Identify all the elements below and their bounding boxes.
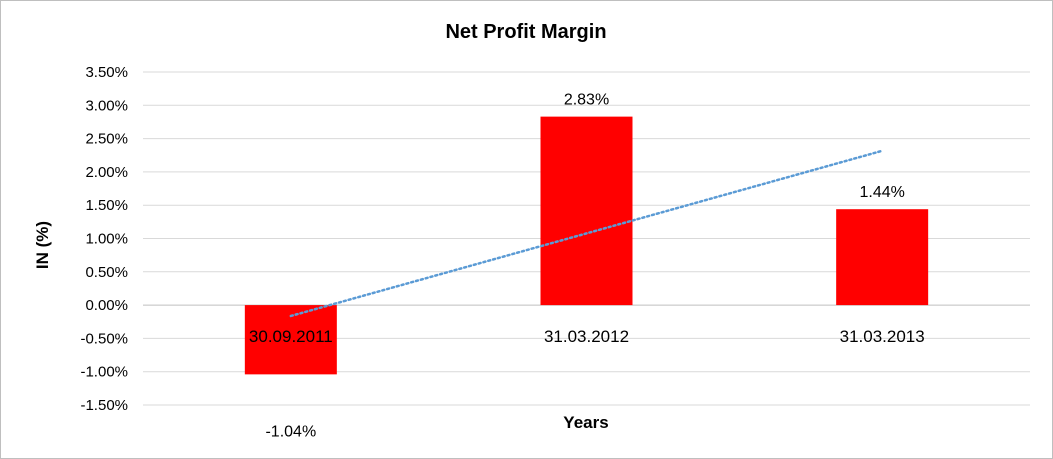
trendline-group (289, 149, 884, 318)
category-labels: 30.09.2011 31.03.2012 31.03.2013 (249, 327, 925, 346)
y-axis-title: IN (%) (33, 221, 52, 269)
y-tick-label: 0.00% (85, 297, 128, 314)
x-axis-title: Years (563, 413, 608, 432)
y-tick-label: 2.00% (85, 164, 128, 181)
data-label: 1.44% (859, 184, 904, 201)
data-label: 2.83% (564, 92, 609, 109)
data-labels: -1.04% 2.83% 1.44% (265, 92, 904, 441)
trendline (289, 149, 884, 318)
y-tick-label: 3.00% (85, 97, 128, 114)
y-tick-label: -0.50% (80, 330, 128, 347)
y-tick-label: 1.00% (85, 231, 128, 248)
data-label: -1.04% (265, 423, 316, 440)
y-tick-label: -1.50% (80, 397, 128, 414)
bar-31.03.2012 (540, 116, 633, 306)
y-tick-label: 1.50% (85, 197, 128, 214)
category-label: 31.03.2013 (840, 327, 925, 346)
y-tick-label: -1.00% (80, 364, 128, 381)
bar-31.03.2013 (836, 209, 929, 306)
chart-title: Net Profit Margin (445, 21, 606, 43)
category-label: 31.03.2012 (544, 327, 629, 346)
y-tick-label: 3.50% (85, 64, 128, 81)
y-tick-label: 2.50% (85, 131, 128, 148)
y-tick-labels: -1.50% -1.00% -0.50% 0.00% 0.50% 1.00% 1.50% 2.… (80, 64, 128, 414)
y-tick-label: 0.50% (85, 264, 128, 281)
category-label: 30.09.2011 (249, 327, 333, 346)
